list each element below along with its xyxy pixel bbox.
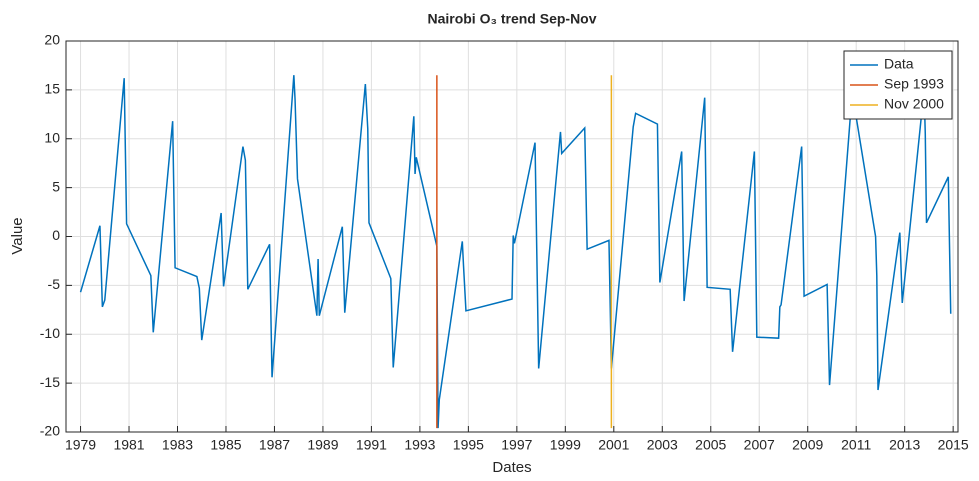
x-tick-label: 1991 [356,437,387,453]
y-tick-label: 15 [44,81,60,97]
legend-label: Data [884,56,914,72]
x-tick-label: 1993 [404,437,435,453]
y-tick-label: 10 [44,129,60,145]
x-tick-label: 1983 [162,437,193,453]
x-tick-label: 2005 [695,437,726,453]
legend-label: Sep 1993 [884,76,944,92]
chart-title: Nairobi O₃ trend Sep-Nov [427,11,596,27]
x-tick-label: 2013 [889,437,920,453]
x-tick-label: 1989 [307,437,338,453]
y-axis-label: Value [9,217,26,254]
x-tick-label: 1997 [501,437,532,453]
x-tick-label: 1995 [453,437,484,453]
x-tick-label: 2003 [647,437,678,453]
x-tick-label: 2007 [744,437,775,453]
x-tick-label: 1999 [550,437,581,453]
y-tick-label: 0 [52,227,60,243]
x-tick-label: 1981 [113,437,144,453]
legend-label: Nov 2000 [884,96,944,112]
plot-frame [65,40,959,433]
x-tick-label: 2001 [598,437,629,453]
y-tick-label: -5 [48,276,61,292]
data-line [79,75,952,429]
y-tick-label: -20 [40,423,60,439]
y-tick-label: -15 [40,374,60,390]
x-axis-label: Dates [492,459,531,476]
x-tick-label: 2009 [792,437,823,453]
x-tick-label: 2015 [938,437,969,453]
y-tick-label: 5 [52,178,60,194]
x-tick-label: 1979 [65,437,96,453]
y-tick-label: -10 [40,325,60,341]
y-tick-label: 20 [44,32,60,48]
x-tick-label: 1985 [210,437,241,453]
x-tick-label: 2011 [841,437,871,453]
x-tick-label: 1987 [259,437,290,453]
